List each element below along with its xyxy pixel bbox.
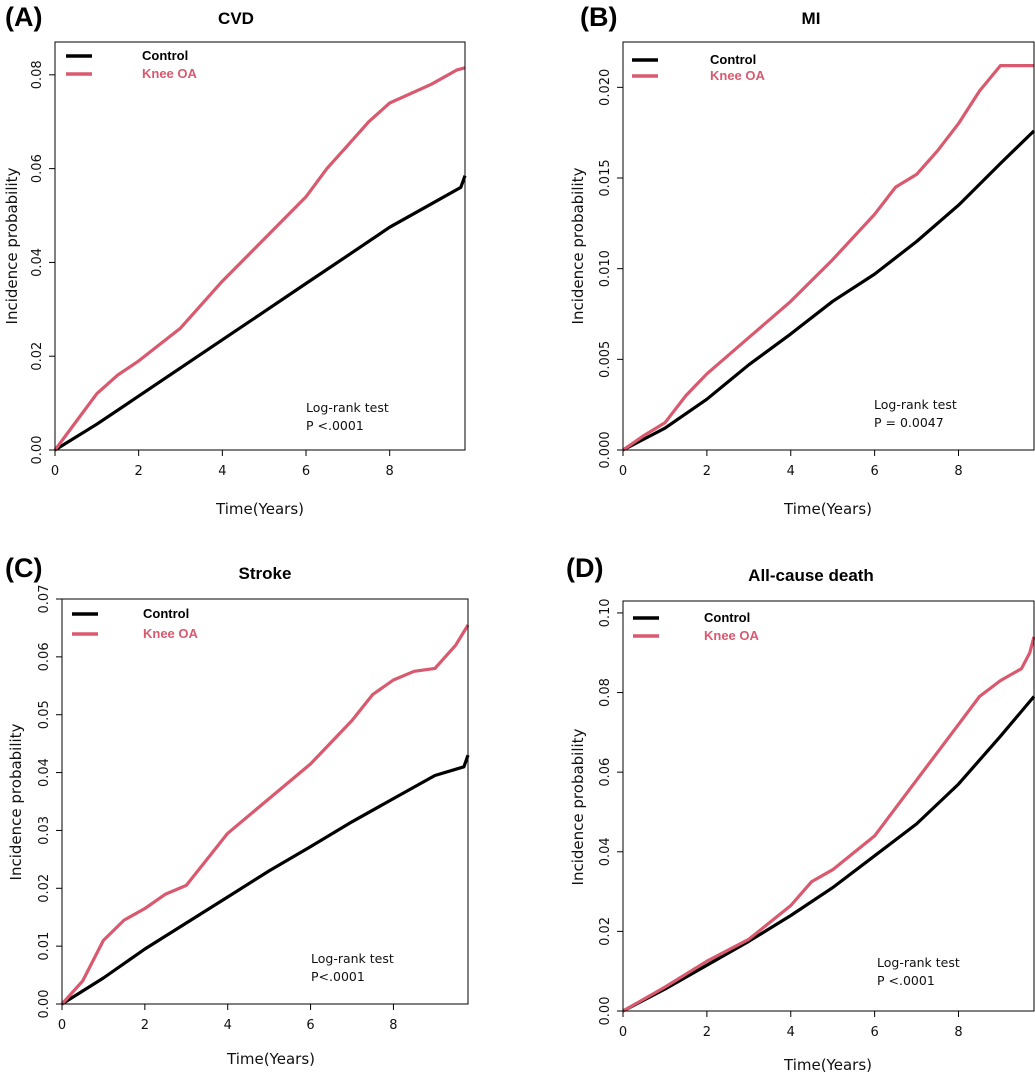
panel-letter: (C) xyxy=(5,553,42,583)
y-tick-label: 0.00 xyxy=(598,997,613,1026)
series-line-knee-oa xyxy=(53,66,466,451)
y-tick-label: 0.04 xyxy=(598,837,613,866)
x-tick-label: 0 xyxy=(619,1025,627,1040)
chart-a: (A) CVD 0 2 4 6 8 0.00 0.02 0.04 0.06 0.08 Time(Year… xyxy=(3,2,467,518)
x-tick-label: 6 xyxy=(870,464,878,479)
y-tick-label: 0.02 xyxy=(598,917,613,946)
y-tick-label: 0.06 xyxy=(30,154,45,183)
chart-title: MI xyxy=(802,9,821,28)
series-line-control xyxy=(622,695,1035,1013)
y-tick-label: 0.000 xyxy=(598,431,613,468)
annotation-p-value: P <.0001 xyxy=(306,418,364,433)
y-tick-label: 0.02 xyxy=(30,342,45,371)
y-tick-label: 0.03 xyxy=(37,816,52,845)
y-tick-label: 0.00 xyxy=(30,436,45,465)
y-tick-label: 0.02 xyxy=(37,874,52,903)
panel-letter: (B) xyxy=(580,2,617,32)
legend-label-knee-oa: Knee OA xyxy=(704,628,760,643)
legend-label-control: Control xyxy=(710,52,756,67)
y-axis-label: Incidence probability xyxy=(3,167,21,324)
x-tick-label: 0 xyxy=(51,464,59,479)
panel-a: (A) CVD 0 2 4 6 8 0.00 0.02 0.04 0.06 0.08 Time(Year… xyxy=(0,0,517,540)
annotation-test: Log-rank test xyxy=(874,397,957,412)
x-tick-label: 2 xyxy=(703,464,711,479)
x-tick-label: 8 xyxy=(954,464,962,479)
series-line-knee-oa xyxy=(622,636,1035,1013)
y-tick-label: 0.04 xyxy=(37,758,52,787)
annotation-test: Log-rank test xyxy=(306,400,389,415)
plot-frame xyxy=(622,600,1035,1012)
x-tick-label: 2 xyxy=(141,1018,149,1033)
y-tick-label: 0.06 xyxy=(37,642,52,671)
x-tick-label: 4 xyxy=(224,1018,232,1033)
y-axis-label: Incidence probability xyxy=(7,723,25,880)
x-axis-label: Time(Years) xyxy=(215,500,304,518)
panel-letter: (D) xyxy=(566,553,603,583)
x-axis-label: Time(Years) xyxy=(783,1056,872,1074)
y-tick-label: 0.05 xyxy=(37,700,52,729)
x-tick-label: 0 xyxy=(58,1018,66,1033)
chart-title: All-cause death xyxy=(748,566,874,585)
legend-label-knee-oa: Knee OA xyxy=(142,66,198,81)
legend-label-control: Control xyxy=(704,610,750,625)
y-tick-label: 0.005 xyxy=(598,341,613,378)
x-tick-label: 6 xyxy=(870,1025,878,1040)
panel-c: (C) Stroke 0 2 4 6 8 0.00 0.01 0.02 0.03 0.04 0.05 0.… xyxy=(0,550,517,1090)
y-axis-label: Incidence probability xyxy=(569,167,587,324)
y-tick-label: 0.01 xyxy=(37,932,52,961)
legend-label-control: Control xyxy=(143,606,189,621)
chart-b: (B) MI 0 2 4 6 8 0.000 0.005 0.010 0.015 0.020 Time(… xyxy=(569,2,1035,518)
x-tick-label: 6 xyxy=(302,464,310,479)
panel-d: (D) All-cause death 0 2 4 6 8 0.00 0.02 0.04 0.06 0… xyxy=(566,550,1035,1090)
y-tick-label: 0.015 xyxy=(598,159,613,196)
annotation-test: Log-rank test xyxy=(311,951,394,966)
annotation-p-value: P = 0.0047 xyxy=(874,415,944,430)
y-tick-label: 0.020 xyxy=(598,69,613,106)
y-tick-label: 0.010 xyxy=(598,250,613,287)
series-line-control xyxy=(61,754,470,1006)
x-tick-label: 4 xyxy=(218,464,226,479)
x-tick-label: 4 xyxy=(787,464,795,479)
y-tick-label: 0.07 xyxy=(37,585,52,614)
series-line-knee-oa xyxy=(60,624,470,1006)
annotation-test: Log-rank test xyxy=(877,955,960,970)
plot-frame xyxy=(622,41,1035,451)
plot-frame xyxy=(61,598,469,1005)
legend-label-knee-oa: Knee OA xyxy=(143,626,199,641)
y-tick-label: 0.08 xyxy=(30,60,45,89)
legend-label-control: Control xyxy=(142,48,188,63)
chart-title: CVD xyxy=(218,9,254,28)
y-tick-label: 0.10 xyxy=(598,598,613,627)
chart-d: (D) All-cause death 0 2 4 6 8 0.00 0.02 0.04 0.06 0… xyxy=(566,553,1035,1074)
x-tick-label: 8 xyxy=(386,464,394,479)
y-tick-label: 0.08 xyxy=(598,678,613,707)
x-axis-label: Time(Years) xyxy=(226,1050,315,1068)
x-tick-label: 2 xyxy=(703,1025,711,1040)
series-line-control xyxy=(54,175,467,452)
x-tick-label: 8 xyxy=(954,1025,962,1040)
plot-frame xyxy=(54,41,466,451)
x-axis-label: Time(Years) xyxy=(783,500,872,518)
annotation-p-value: P <.0001 xyxy=(877,973,935,988)
y-tick-label: 0.06 xyxy=(598,758,613,787)
y-tick-label: 0.00 xyxy=(37,990,52,1019)
x-tick-label: 0 xyxy=(619,464,627,479)
chart-title: Stroke xyxy=(239,564,292,583)
y-tick-label: 0.04 xyxy=(30,248,45,277)
x-tick-label: 8 xyxy=(389,1018,397,1033)
x-tick-label: 2 xyxy=(135,464,143,479)
annotation-p-value: P<.0001 xyxy=(311,969,365,984)
x-tick-label: 4 xyxy=(787,1025,795,1040)
panel-b: (B) MI 0 2 4 6 8 0.000 0.005 0.010 0.015 0.020 Time(… xyxy=(566,0,1035,540)
chart-c: (C) Stroke 0 2 4 6 8 0.00 0.01 0.02 0.03 0.04 0.05 0.… xyxy=(5,553,470,1068)
series-line-knee-oa xyxy=(622,63,1034,452)
panel-letter: (A) xyxy=(5,2,42,32)
series-line-control xyxy=(622,129,1035,452)
y-axis-label: Incidence probability xyxy=(569,728,587,885)
x-tick-label: 6 xyxy=(306,1018,314,1033)
legend-label-knee-oa: Knee OA xyxy=(710,68,766,83)
